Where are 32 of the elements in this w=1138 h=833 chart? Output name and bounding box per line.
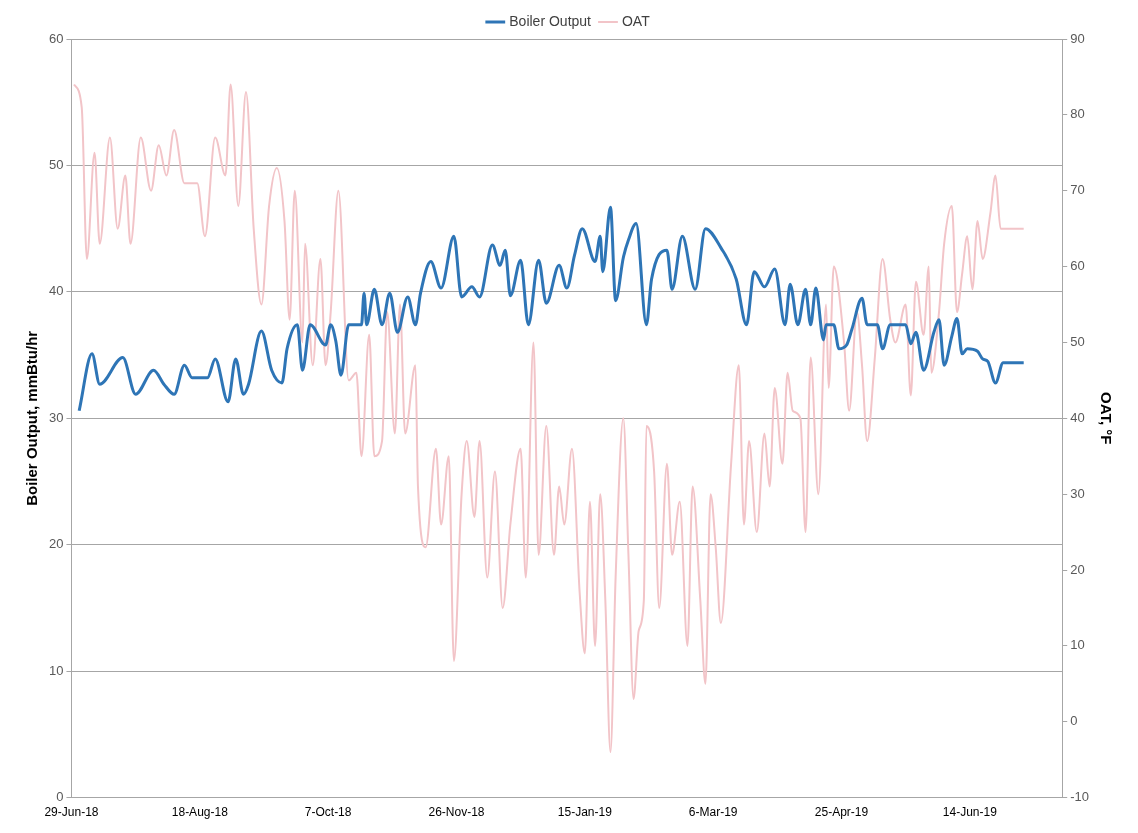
legend-label: OAT (621, 12, 651, 29)
y-tick-label: 10 (48, 662, 64, 678)
y2-tick-label: 10 (1070, 637, 1085, 653)
line-series (77, 205, 1026, 413)
y-tick-label: 60 (48, 30, 64, 46)
y-tick-label: 50 (48, 157, 64, 173)
x-tick-label: 29-Jun-18 (44, 805, 99, 820)
y-tick-label: 40 (48, 283, 64, 299)
y2-tick-label: 80 (1070, 106, 1085, 122)
x-tick-label: 18-Aug-18 (171, 805, 229, 820)
y2-tick-label: 20 (1070, 561, 1085, 577)
y2-tick-label: 50 (1070, 334, 1085, 350)
y2-tick-label: 90 (1070, 30, 1085, 46)
y2-tick-label: 40 (1070, 409, 1085, 425)
y2-tick-label: 30 (1070, 485, 1085, 501)
y2-tick-label: 70 (1070, 182, 1085, 198)
y-axis-title: Boiler Output, mmBtu/hr (23, 330, 41, 506)
x-tick-label: 26-Nov-18 (428, 805, 485, 820)
x-tick-label: 25-Apr-19 (814, 805, 869, 820)
x-tick-label: 15-Jan-19 (557, 805, 613, 820)
y2-axis-title: OAT, °F (1097, 392, 1115, 445)
y-tick-label: 30 (48, 409, 64, 425)
x-tick-label: 6-Mar-19 (688, 805, 738, 820)
x-tick-label: 14-Jun-19 (942, 805, 998, 820)
x-tick-label: 7-Oct-18 (304, 805, 352, 820)
y2-tick-label: -10 (1070, 789, 1090, 805)
line-series (73, 83, 1025, 754)
y2-tick-label: 60 (1070, 258, 1085, 274)
y2-tick-label: 0 (1070, 713, 1078, 729)
y-tick-label: 0 (56, 789, 64, 805)
y-tick-label: 20 (48, 536, 64, 552)
legend-label: Boiler Output (509, 12, 592, 29)
